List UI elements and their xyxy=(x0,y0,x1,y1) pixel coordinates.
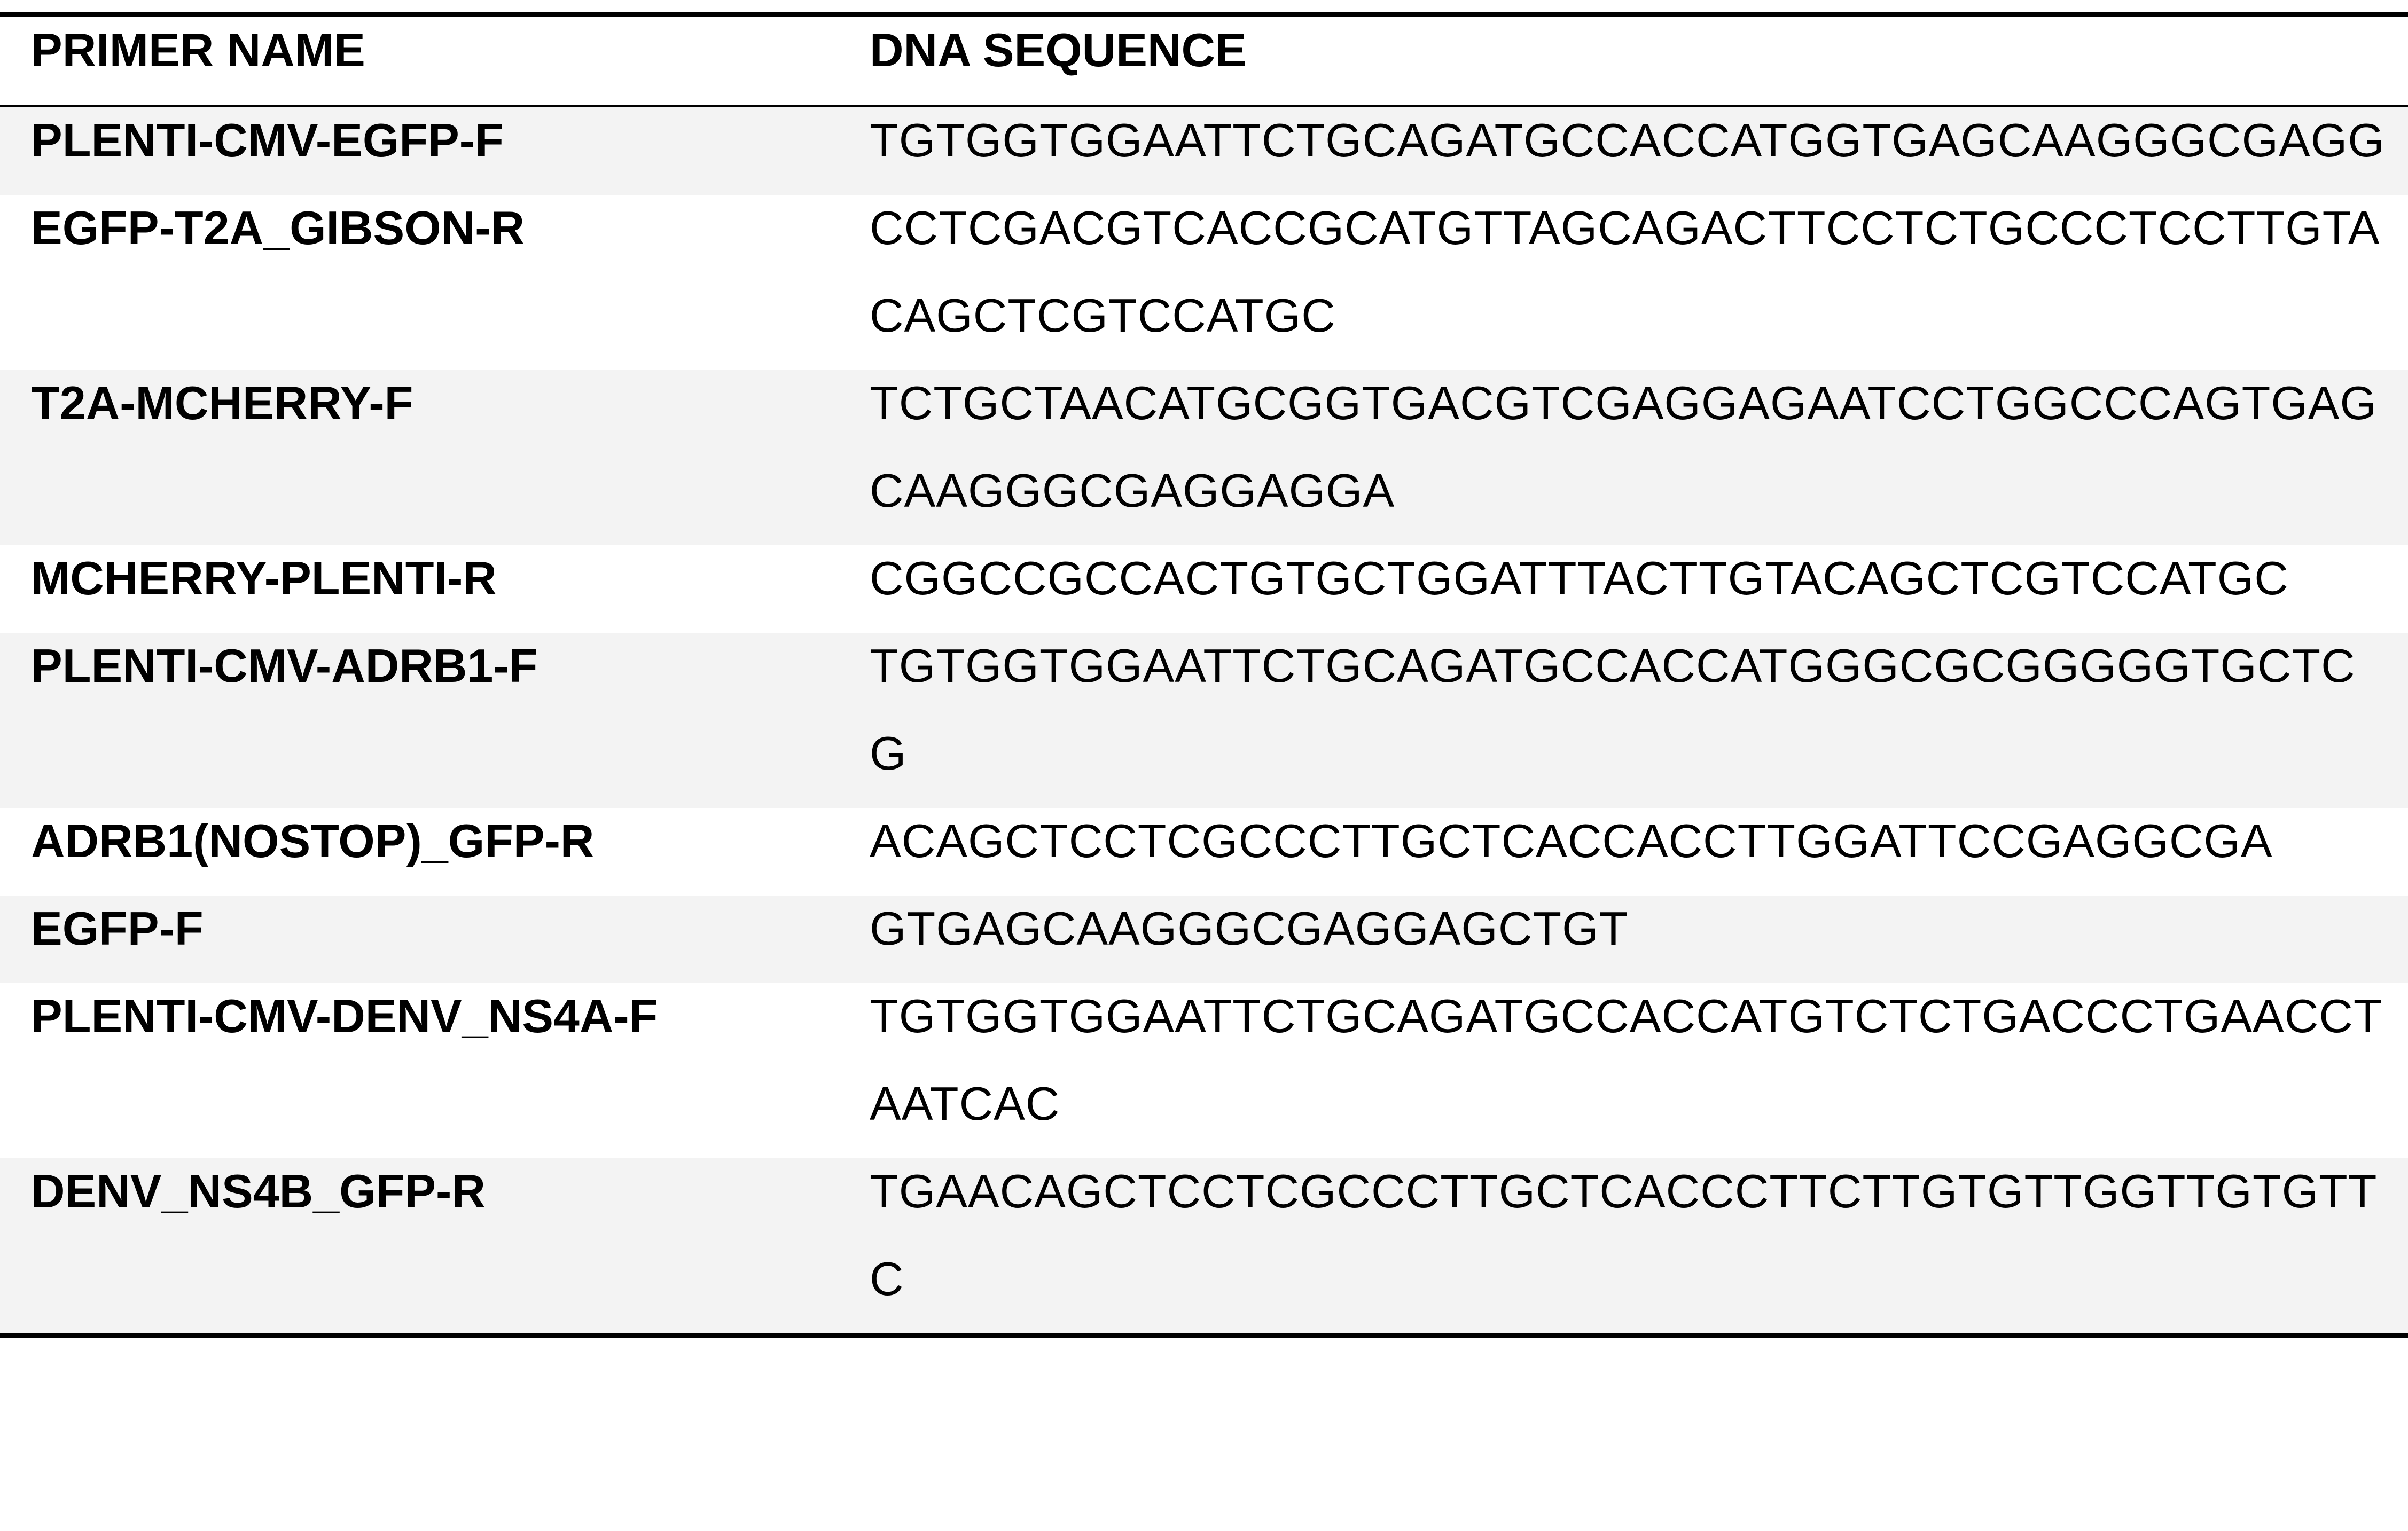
primer-name-cell: PLENTI-CMV-DENV_NS4A-F xyxy=(0,983,870,1158)
header-text: DNA SEQUENCE xyxy=(870,23,1247,76)
primer-name: PLENTI-CMV-EGFP-F xyxy=(31,114,504,167)
primer-name-cell: PLENTI-CMV-ADRB1-F xyxy=(0,633,870,808)
table-row: EGFP-T2A_GIBSON-R CCTCGACGTCACCGCATGTTAGC… xyxy=(0,195,2408,370)
column-header: PRIMER NAME xyxy=(0,14,870,107)
dna-sequence: GTGAGCAAGGGCGAGGAGCTGT xyxy=(870,902,1629,955)
dna-sequence: ACAGCTCCTCGCCCTTGCTCACCACCTTGGATTCCGAGGC… xyxy=(870,814,2273,867)
primer-name: EGFP-T2A_GIBSON-R xyxy=(31,201,525,254)
dna-sequence: TGTGGTGGAATTCTGCAGATGCCACCATGGGCGCGGGGGT… xyxy=(870,639,2356,780)
primer-name: DENV_NS4B_GFP-R xyxy=(31,1165,486,1218)
primer-name: ADRB1(NOSTOP)_GFP-R xyxy=(31,814,595,867)
sequence-cell: ACAGCTCCTCGCCCTTGCTCACCACCTTGGATTCCGAGGC… xyxy=(870,808,2408,896)
dna-sequence: TGTGGTGGAATTCTGCAGATGCCACCATGTCTCTGACCCT… xyxy=(870,990,2383,1130)
sequence-cell: GTGAGCAAGGGCGAGGAGCTGT xyxy=(870,896,2408,983)
table-body: PLENTI-CMV-EGFP-F TGTGGTGGAATTCTGCAGATGCC… xyxy=(0,106,2408,1336)
dna-sequence: CCTCGACGTCACCGCATGTTAGCAGACTTCCTCTGCCCTC… xyxy=(870,201,2380,342)
table-row: MCHERRY-PLENTI-R CGGCCGCCACTGTGCTGGATTTAC… xyxy=(0,545,2408,633)
table-row: ADRB1(NOSTOP)_GFP-R ACAGCTCCTCGCCCTTGCTCA… xyxy=(0,808,2408,896)
primer-name: T2A-MCHERRY-F xyxy=(31,376,413,429)
primer-name: EGFP-F xyxy=(31,902,204,955)
sequence-cell: TCTGCTAACATGCGGTGACGTCGAGGAGAATCCTGGCCCA… xyxy=(870,370,2408,545)
primer-name-cell: MCHERRY-PLENTI-R xyxy=(0,545,870,633)
table-row: PLENTI-CMV-EGFP-F TGTGGTGGAATTCTGCAGATGCC… xyxy=(0,106,2408,195)
primer-name-cell: EGFP-T2A_GIBSON-R xyxy=(0,195,870,370)
table-row: PLENTI-CMV-ADRB1-F TGTGGTGGAATTCTGCAGATGC… xyxy=(0,633,2408,808)
primer-name: MCHERRY-PLENTI-R xyxy=(31,552,497,604)
primer-table: PRIMER NAME DNA SEQUENCE PLENTI-CMV-EGFP… xyxy=(0,12,2408,1338)
dna-sequence: TCTGCTAACATGCGGTGACGTCGAGGAGAATCCTGGCCCA… xyxy=(870,376,2377,517)
primer-name-cell: PLENTI-CMV-EGFP-F xyxy=(0,106,870,195)
sequence-cell: TGTGGTGGAATTCTGCAGATGCCACCATGTCTCTGACCCT… xyxy=(870,983,2408,1158)
sequence-cell: TGAACAGCTCCTCGCCCTTGCTCACCCTTCTTGTGTTGGT… xyxy=(870,1158,2408,1336)
table-row: PLENTI-CMV-DENV_NS4A-F TGTGGTGGAATTCTGCAG… xyxy=(0,983,2408,1158)
sequence-cell: TGTGGTGGAATTCTGCAGATGCCACCATGGTGAGCAAGGG… xyxy=(870,106,2408,195)
dna-sequence: TGTGGTGGAATTCTGCAGATGCCACCATGGTGAGCAAGGG… xyxy=(870,114,2385,167)
sequence-cell: TGTGGTGGAATTCTGCAGATGCCACCATGGGCGCGGGGGT… xyxy=(870,633,2408,808)
primer-name: PLENTI-CMV-DENV_NS4A-F xyxy=(31,990,658,1042)
sequence-cell: CGGCCGCCACTGTGCTGGATTTACTTGTACAGCTCGTCCA… xyxy=(870,545,2408,633)
primer-name: PLENTI-CMV-ADRB1-F xyxy=(31,639,538,692)
table-row: DENV_NS4B_GFP-R TGAACAGCTCCTCGCCCTTGCTCAC… xyxy=(0,1158,2408,1336)
table-row: EGFP-F GTGAGCAAGGGCGAGGAGCTGT xyxy=(0,896,2408,983)
primer-name-cell: EGFP-F xyxy=(0,896,870,983)
dna-sequence: CGGCCGCCACTGTGCTGGATTTACTTGTACAGCTCGTCCA… xyxy=(870,552,2289,604)
primer-name-cell: DENV_NS4B_GFP-R xyxy=(0,1158,870,1336)
column-header: DNA SEQUENCE xyxy=(870,14,2408,107)
header-text: PRIMER NAME xyxy=(31,23,365,76)
sequence-cell: CCTCGACGTCACCGCATGTTAGCAGACTTCCTCTGCCCTC… xyxy=(870,195,2408,370)
table-row: T2A-MCHERRY-F TCTGCTAACATGCGGTGACGTCGAGGA… xyxy=(0,370,2408,545)
primer-name-cell: ADRB1(NOSTOP)_GFP-R xyxy=(0,808,870,896)
primer-name-cell: T2A-MCHERRY-F xyxy=(0,370,870,545)
header-row: PRIMER NAME DNA SEQUENCE xyxy=(0,14,2408,107)
dna-sequence: TGAACAGCTCCTCGCCCTTGCTCACCCTTCTTGTGTTGGT… xyxy=(870,1165,2378,1305)
table-wrapper: PRIMER NAME DNA SEQUENCE PLENTI-CMV-EGFP… xyxy=(0,12,2408,1338)
